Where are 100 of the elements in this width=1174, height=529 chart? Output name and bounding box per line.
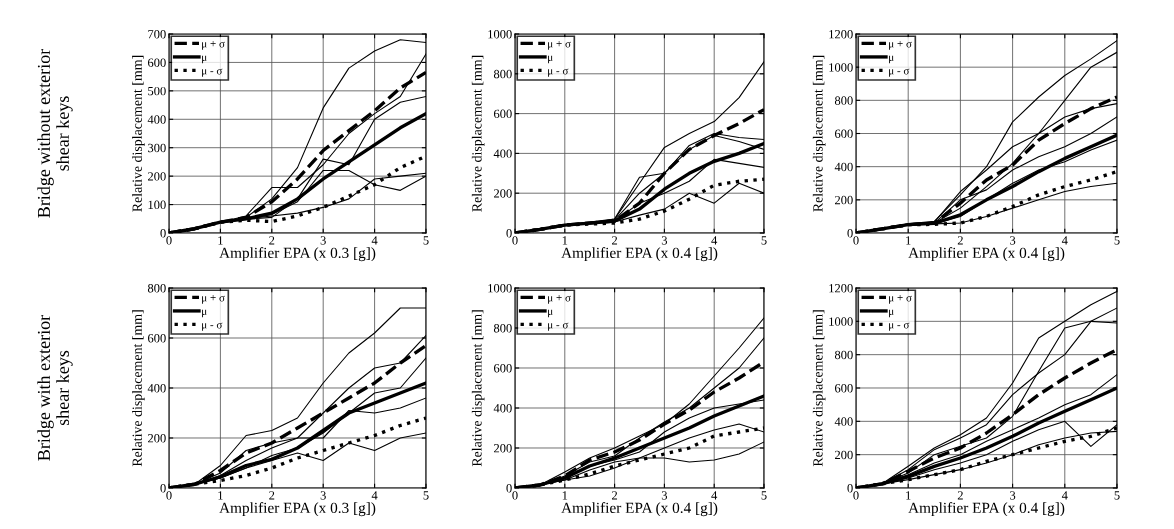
x-tick-label: 4 [371,236,378,245]
y-tick-label: 1200 [829,284,853,293]
x-axis-title: Amplifier EPA (x 0.3 [g]) [219,247,376,262]
text: Bridge with exterior shear keys [37,314,73,461]
y-tick-label: 800 [834,350,853,360]
y-tick-label: 100 [148,200,166,210]
x-tick-label: 3 [1010,491,1016,500]
legend-label: μ + σ [889,41,912,50]
x-tick-label: 1 [906,236,911,245]
y-tick-label: 200 [494,444,512,453]
x-tick-label: 4 [1061,491,1068,500]
y-tick-label: 1000 [829,317,853,326]
x-tick-label: 2 [612,491,618,500]
x-tick-label: 2 [269,236,275,245]
legend-label: μ + σ [202,295,225,304]
legend-label: μ - σ [548,322,569,331]
legend-label: μ - σ [889,322,910,331]
x-tick-label: 5 [423,491,429,500]
y-tick-label: 0 [847,484,853,493]
x-tick-label: 1 [562,491,568,500]
x-tick-label: 2 [269,491,275,500]
legend-label: μ + σ [889,295,912,304]
x-tick-label: 0 [166,236,172,245]
legend-label: μ + σ [548,295,571,304]
x-axis-title: Amplifier EPA (x 0.4 [g]) [561,502,718,517]
x-tick-label: 2 [957,236,963,245]
y-tick-label: 400 [834,162,853,172]
legend-label: μ [202,55,207,64]
y-tick-label: 600 [148,58,166,67]
x-tick-label: 0 [512,236,518,245]
legend-label: μ [202,309,207,318]
x-tick-label: 3 [661,491,668,500]
y-tick-label: 800 [834,96,853,105]
legend-label: μ - σ [889,68,910,77]
x-axis-title: Amplifier EPA (x 0.4 [g]) [561,247,718,262]
legend-label: μ [548,55,553,64]
y-tick-label: 1000 [829,63,853,72]
legend-label: μ [548,309,553,318]
x-tick-label: 5 [1114,491,1120,500]
y-tick-label: 1200 [829,30,853,39]
x-tick-label: 2 [612,236,618,245]
x-tick-label: 4 [711,236,718,245]
legend-label: μ - σ [548,68,569,77]
y-tick-label: 700 [148,30,166,39]
y-tick-label: 1000 [488,30,512,39]
y-tick-label: 600 [835,384,853,393]
x-axis-title: Amplifier EPA (x 0.4 [g]) [908,502,1065,517]
y-tick-label: 600 [835,129,853,138]
y-tick-label: 800 [493,69,512,79]
y-tick-label: 400 [147,115,166,124]
y-tick-label: 400 [834,417,853,426]
y-tick-label: 800 [493,324,512,333]
x-axis-title: Amplifier EPA (x 0.3 [g]) [219,502,376,517]
y-tick-label: 600 [494,109,512,119]
legend-label: μ [889,55,894,64]
x-tick-label: 0 [853,236,859,245]
legend-label: μ - σ [202,68,223,77]
y-axis-title: Relative displacement [mm] [812,310,826,467]
y-tick-label: 0 [160,484,166,493]
x-tick-label: 5 [423,236,429,245]
x-tick-label: 2 [957,491,963,500]
y-axis-title: Relative displacement [mm] [471,55,485,212]
legend-label: μ - σ [202,322,223,331]
y-tick-label: 1000 [488,284,512,293]
x-tick-label: 1 [218,491,223,500]
y-tick-label: 300 [148,143,166,153]
x-tick-label: 1 [562,236,568,245]
y-tick-label: 500 [148,86,166,96]
legend-label: μ + σ [548,41,571,50]
y-axis-title: Relative displacement [mm] [471,310,485,467]
x-tick-label: 5 [1114,236,1120,245]
y-tick-label: 200 [148,434,166,443]
x-tick-label: 0 [853,491,859,500]
y-tick-label: 200 [835,450,853,460]
y-tick-label: 600 [148,334,166,343]
y-tick-label: 200 [148,172,166,181]
x-tick-label: 4 [1061,236,1068,245]
x-tick-label: 0 [166,491,172,500]
y-tick-label: 400 [147,384,166,393]
y-tick-label: 0 [847,229,853,238]
x-tick-label: 3 [320,236,326,245]
x-tick-label: 3 [320,491,326,500]
y-tick-label: 200 [494,189,512,198]
y-tick-label: 400 [493,149,512,158]
x-tick-label: 3 [661,236,668,245]
x-tick-label: 1 [218,236,223,245]
y-tick-label: 0 [160,229,166,238]
x-tick-label: 5 [761,491,767,500]
text: Bridge without exterior shear keys [37,48,73,218]
y-tick-label: 0 [506,484,512,493]
x-tick-label: 1 [906,491,911,500]
y-tick-label: 0 [506,229,512,238]
y-axis-title: Relative displacement [mm] [132,310,145,467]
y-axis-title: Relative displacement [mm] [132,55,145,212]
x-tick-label: 4 [711,491,718,500]
y-tick-label: 400 [493,404,512,413]
y-tick-label: 800 [147,284,166,293]
legend-label: μ [889,309,894,318]
x-tick-label: 5 [761,236,767,245]
x-tick-label: 4 [371,491,378,500]
